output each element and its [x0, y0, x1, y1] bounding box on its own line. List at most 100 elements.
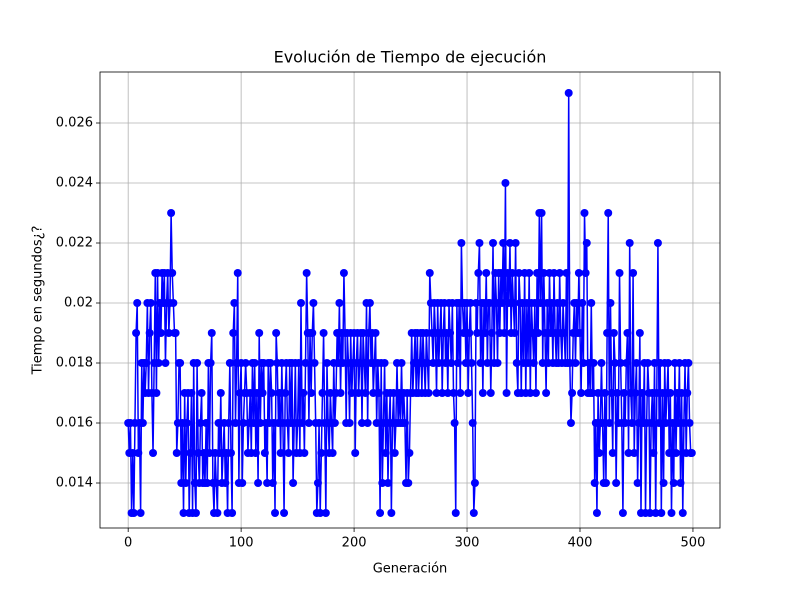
data-point [249, 419, 258, 427]
data-point [566, 419, 575, 427]
chart-title: Evolución de Tiempo de ejecución [274, 48, 547, 67]
data-point [664, 359, 673, 367]
data-point [534, 329, 543, 337]
data-point [539, 269, 548, 277]
data-point [214, 419, 223, 427]
data-point [133, 299, 142, 307]
data-point [405, 449, 414, 457]
data-point [376, 509, 385, 517]
data-point [510, 329, 519, 337]
data-point [149, 449, 158, 457]
data-point [267, 389, 276, 397]
data-point [266, 359, 275, 367]
data-point [649, 449, 658, 457]
data-point [361, 389, 370, 397]
data-point [622, 359, 631, 367]
data-point [646, 509, 655, 517]
series-line [127, 92, 692, 514]
data-point [309, 299, 318, 307]
data-point [459, 329, 468, 337]
data-point [424, 389, 433, 397]
data-point [631, 389, 640, 397]
data-point [238, 479, 247, 487]
data-point [207, 329, 216, 337]
data-point [598, 419, 607, 427]
data-point [481, 329, 490, 337]
data-point [501, 179, 510, 187]
data-point [638, 389, 647, 397]
data-point [616, 359, 625, 367]
data-point [193, 359, 202, 367]
data-point [338, 359, 347, 367]
data-point [441, 359, 450, 367]
y-axis-label: Tiempo en segundos¿? [31, 226, 46, 376]
data-point [547, 299, 556, 307]
data-point [665, 449, 674, 457]
data-point [679, 419, 688, 427]
data-point [643, 359, 652, 367]
data-point [677, 389, 686, 397]
data-point [132, 329, 141, 337]
data-point [659, 479, 668, 487]
data-point [260, 449, 269, 457]
data-point [360, 359, 369, 367]
data-point [668, 419, 677, 427]
data-point [351, 449, 360, 457]
data-point [304, 419, 313, 427]
data-point [268, 479, 277, 487]
data-point [438, 389, 447, 397]
data-point [429, 359, 438, 367]
data-point [564, 89, 573, 97]
data-point [339, 269, 348, 277]
data-point [606, 299, 615, 307]
data-point [589, 359, 598, 367]
data-point [390, 449, 399, 457]
data-point [526, 389, 535, 397]
data-point [615, 269, 624, 277]
data-point [540, 329, 549, 337]
data-point [524, 359, 533, 367]
data-point [629, 269, 638, 277]
data-point [542, 389, 551, 397]
data-point [179, 509, 188, 517]
data-point [378, 479, 387, 487]
data-point [423, 359, 432, 367]
data-point [577, 389, 586, 397]
data-point [632, 359, 641, 367]
data-point [229, 329, 238, 337]
data-point [347, 389, 356, 397]
data-point [512, 359, 521, 367]
x-axis-label: Generación [373, 562, 448, 577]
data-point [538, 359, 547, 367]
data-point [228, 509, 237, 517]
data-point [255, 329, 264, 337]
data-point [330, 419, 339, 427]
data-point [447, 359, 456, 367]
data-point [457, 239, 466, 247]
data-point [467, 359, 476, 367]
data-point [655, 419, 664, 427]
data-point [472, 299, 481, 307]
data-point [226, 449, 235, 457]
data-point [298, 419, 307, 427]
data-point [381, 449, 390, 457]
data-point [652, 389, 661, 397]
data-point [315, 419, 324, 427]
data-point [588, 389, 597, 397]
data-point [667, 509, 676, 517]
data-point [145, 329, 154, 337]
x-tick-label: 200 [342, 536, 367, 551]
data-point [318, 389, 327, 397]
data-point [473, 329, 482, 337]
data-point [297, 299, 306, 307]
data-point [258, 389, 267, 397]
data-point [397, 359, 406, 367]
data-point [230, 299, 239, 307]
data-point [369, 389, 378, 397]
data-point [661, 419, 670, 427]
data-point [276, 449, 285, 457]
data-point [250, 359, 259, 367]
data-point [597, 359, 606, 367]
data-point [464, 389, 473, 397]
data-point [300, 449, 309, 457]
